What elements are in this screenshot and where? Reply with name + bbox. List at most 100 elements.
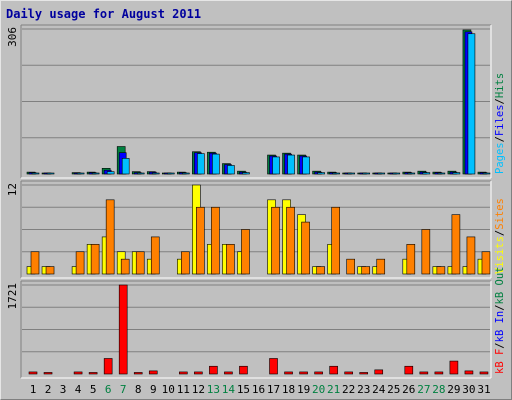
- sites-bar: [45, 266, 55, 275]
- pages-bar: [106, 171, 115, 175]
- kb-bar: [359, 372, 369, 375]
- x-tick-label: 29: [447, 383, 460, 396]
- kb-bar: [209, 365, 218, 375]
- sites-bar: [286, 206, 295, 275]
- sites-bar: [105, 199, 115, 275]
- kb-bar: [194, 371, 203, 375]
- pages-bar: [482, 172, 491, 175]
- x-tick-label: 20: [312, 383, 325, 396]
- kb-bar: [314, 371, 323, 375]
- x-tick-label: 15: [237, 383, 250, 396]
- kb-bar: [179, 371, 188, 375]
- x-tick-label: 10: [162, 383, 175, 396]
- kb-bar: [43, 372, 53, 375]
- kb-bar: [133, 372, 143, 375]
- kb-bar: [73, 371, 83, 375]
- kb-bar: [449, 360, 459, 375]
- kb-ymax-label: 1721: [6, 283, 19, 310]
- hits-legend-entry: /: [494, 98, 506, 104]
- kb-legend: kB F/kB In/kB Out: [494, 267, 506, 375]
- pages-bar: [332, 172, 340, 175]
- pages-bar: [347, 172, 355, 175]
- pages-bar: [392, 172, 401, 175]
- sites-bar: [346, 258, 355, 275]
- visits-legend: Visits/Sites: [494, 198, 506, 274]
- hits-legend-entry: Hits: [494, 73, 506, 98]
- sites-bar: [226, 244, 235, 275]
- sites-bar: [421, 229, 431, 275]
- visits-legend-entry: Sites: [494, 198, 506, 230]
- x-tick-label: 17: [267, 383, 280, 396]
- kb-bar: [239, 365, 248, 375]
- sites-bar: [481, 251, 491, 275]
- kb-bar: [479, 371, 489, 375]
- x-tick-label: 18: [282, 383, 295, 396]
- kb-bar: [103, 358, 113, 375]
- pages-bar: [197, 153, 205, 175]
- kb-legend-entry: kB F: [494, 349, 506, 374]
- pages-bar: [422, 172, 431, 175]
- pages-bar: [242, 172, 250, 175]
- kb-legend-entry: kB In: [494, 311, 506, 343]
- pages-bar: [151, 172, 160, 175]
- kb-bar: [148, 370, 158, 375]
- pages-bar: [166, 172, 175, 175]
- kb-bar: [464, 370, 474, 375]
- x-tick-label: 26: [402, 383, 415, 396]
- kb-bar: [434, 371, 444, 375]
- x-tick-label: 27: [417, 383, 430, 396]
- hits-ymax-label: 306: [6, 27, 19, 47]
- x-tick-label: 25: [387, 383, 400, 396]
- pages-bar: [46, 172, 55, 175]
- pages-bar: [437, 172, 446, 175]
- sites-bar: [241, 229, 250, 275]
- sites-bar: [436, 266, 446, 275]
- sites-bar: [376, 258, 386, 275]
- pages-bar: [91, 172, 100, 175]
- kb-legend-entry: /: [494, 304, 506, 310]
- sites-bar: [135, 251, 145, 275]
- x-tick-label: 3: [60, 383, 67, 396]
- kb-bar: [329, 365, 338, 375]
- x-tick-label: 12: [192, 383, 205, 396]
- pages-bar: [182, 172, 190, 175]
- pages-bar: [302, 156, 310, 175]
- sites-bar: [30, 251, 40, 275]
- x-tick-label: 2: [45, 383, 52, 396]
- sites-bar: [301, 221, 310, 275]
- sites-bar: [120, 258, 130, 275]
- kb-bar: [269, 358, 278, 375]
- pages-bar: [362, 172, 371, 175]
- kb-legend-entry: /: [494, 342, 506, 348]
- x-tick-label: 21: [327, 383, 340, 396]
- x-tick-label: 7: [120, 383, 127, 396]
- pages-bar: [121, 158, 130, 175]
- visits-ymax-label: 12: [6, 183, 19, 196]
- pages-bar: [287, 154, 295, 175]
- sites-bar: [331, 206, 340, 275]
- kb-bar: [299, 371, 308, 375]
- pages-bar: [452, 172, 461, 175]
- x-tick-label: 8: [135, 383, 142, 396]
- kb-bar: [419, 371, 429, 375]
- pages-bar: [227, 165, 235, 175]
- x-tick-label: 24: [372, 383, 386, 396]
- kb-bar: [284, 371, 293, 375]
- pages-bar: [467, 33, 476, 175]
- sites-bar: [406, 244, 416, 275]
- x-tick-label: 14: [222, 383, 236, 396]
- x-tick-label: 13: [207, 383, 220, 396]
- hits-legend-entry: /: [494, 136, 506, 142]
- x-tick-label: 19: [297, 383, 310, 396]
- pages-bar: [76, 172, 85, 175]
- pages-bar: [212, 153, 220, 175]
- x-tick-label: 28: [432, 383, 445, 396]
- sites-bar: [90, 244, 100, 275]
- sites-bar: [466, 236, 476, 275]
- hits-legend-entry: Pages: [494, 142, 506, 174]
- kb-bar: [224, 371, 233, 375]
- pages-bar: [317, 172, 325, 175]
- kb-bar: [118, 284, 128, 375]
- pages-bar: [377, 172, 386, 175]
